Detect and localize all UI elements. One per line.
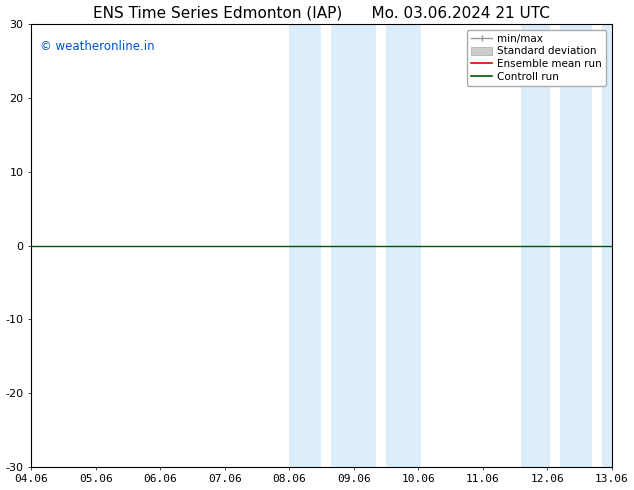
Bar (560, 24, 592, 467)
Legend: min/max, Standard deviation, Ensemble mean run, Controll run: min/max, Standard deviation, Ensemble me… (467, 30, 606, 86)
Bar (602, 24, 612, 467)
Bar (331, 24, 376, 467)
Title: ENS Time Series Edmonton (IAP)      Mo. 03.06.2024 21 UTC: ENS Time Series Edmonton (IAP) Mo. 03.06… (93, 5, 550, 21)
Text: © weatheronline.in: © weatheronline.in (40, 40, 155, 53)
Bar (386, 24, 422, 467)
Bar (521, 24, 550, 467)
Bar (289, 24, 321, 467)
